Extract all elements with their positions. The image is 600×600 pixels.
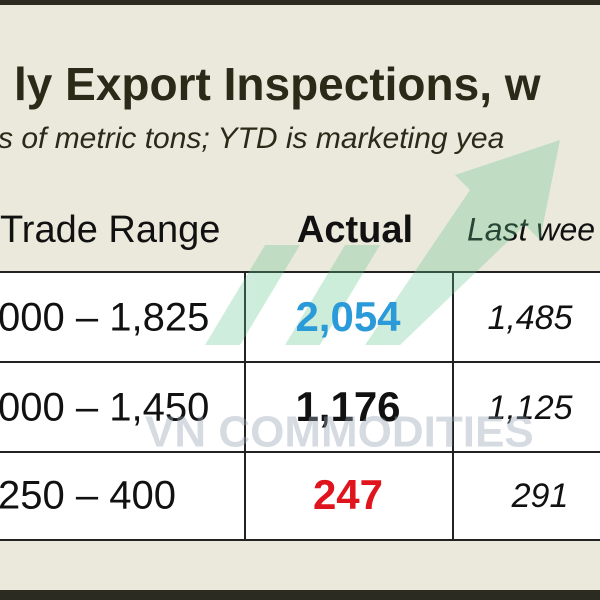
last-week-value: 1,485 [487,299,572,337]
title: ly Export Inspections, w [14,58,541,110]
trade-range: 000 – 1,825 [0,296,209,340]
last-week-value: 1,125 [487,389,572,427]
actual-value: 247 [313,471,383,518]
actual-value: 2,054 [295,293,401,340]
table-lines [0,271,600,541]
table-body [0,272,600,540]
top-border [0,0,600,5]
column-header: Last wee [467,211,595,247]
bottom-border [0,590,600,600]
watermark-logo [205,140,560,345]
last-week-value: 291 [511,477,569,515]
trade-range: 000 – 1,450 [0,386,209,430]
trade-range: 250 – 400 [0,474,176,518]
watermark-text: VN COMMODITIES [145,408,534,457]
actual-value: 1,176 [295,383,400,430]
subtitle: s of metric tons; YTD is marketing yea [0,122,504,155]
column-header: Actual [297,209,413,251]
column-header: Trade Range [0,209,220,251]
